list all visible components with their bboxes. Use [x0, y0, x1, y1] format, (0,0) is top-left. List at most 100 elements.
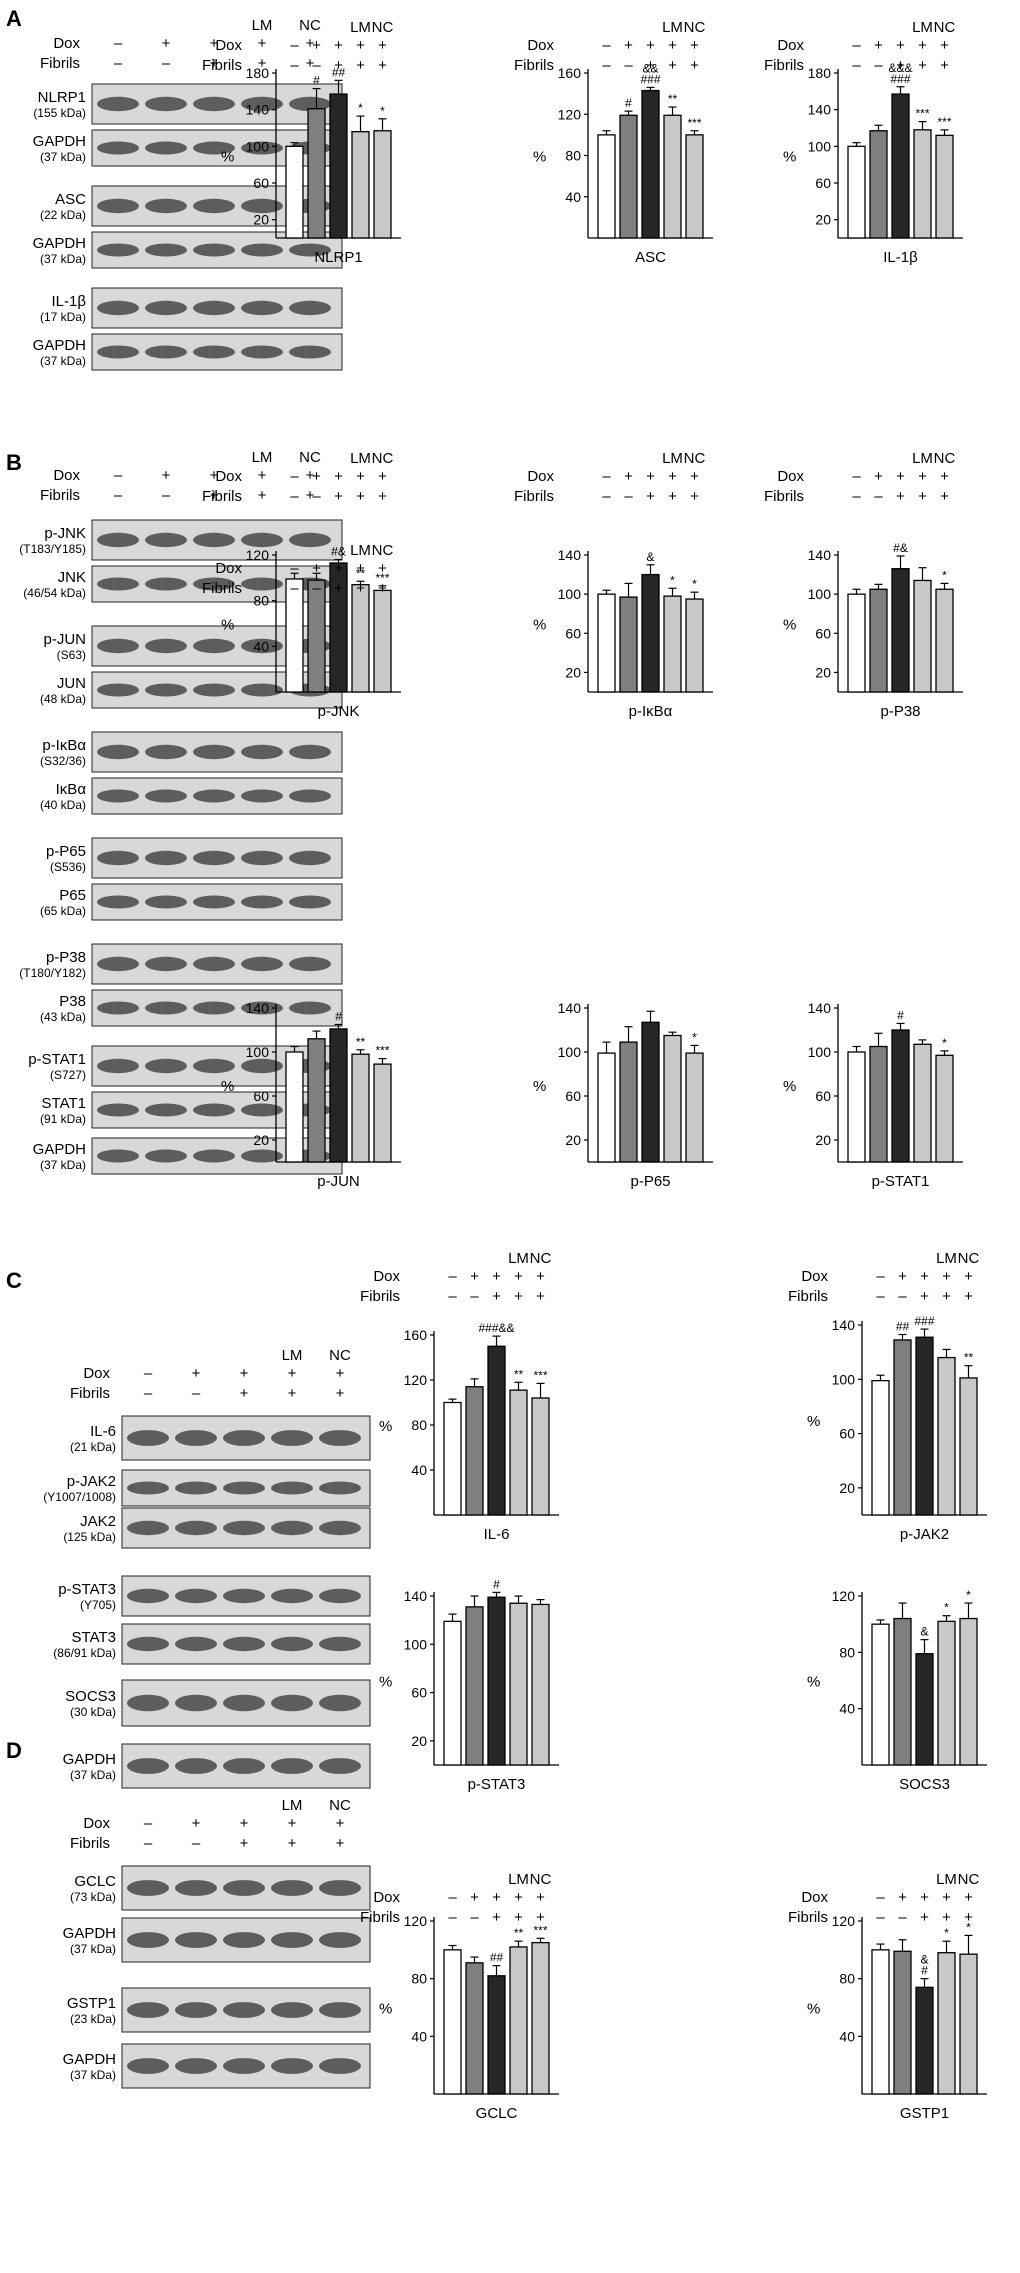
column-label: LM [252, 449, 273, 466]
y-tick-label: 60 [253, 1088, 269, 1104]
fibrils-sign: – [602, 57, 611, 74]
dox-row-label: Dox [83, 1365, 110, 1382]
y-axis-label: % [533, 617, 546, 634]
blot-band [289, 532, 331, 548]
dox-sign: + [668, 468, 677, 485]
dox-sign: + [874, 37, 883, 54]
bar [869, 588, 888, 693]
blot-band [241, 895, 283, 909]
protein-label: p-JUN [43, 631, 86, 648]
protein-label: GCLC [74, 1873, 116, 1890]
y-tick-label: 80 [565, 148, 581, 164]
panel-letter-b: B [6, 450, 22, 475]
significance-label: # [897, 1008, 904, 1022]
y-axis-label: % [533, 149, 546, 166]
y-tick-label: 100 [246, 138, 270, 154]
blot-row: GAPDH(37 kDa) [63, 2043, 371, 2089]
blot-band [223, 2058, 265, 2074]
y-axis-label: % [807, 1674, 820, 1691]
y-tick-label: 140 [246, 102, 270, 118]
significance-label: & [646, 550, 654, 564]
blot-row: p-P38(T180/Y182) [19, 943, 343, 985]
column-label: NC [934, 450, 956, 467]
protein-label: GAPDH [63, 1751, 116, 1768]
dox-sign: + [162, 467, 171, 484]
dox-row-label: Dox [215, 560, 242, 577]
bar [373, 1063, 392, 1163]
blot-band [271, 1636, 313, 1652]
y-tick-label: 60 [839, 1426, 855, 1442]
blot-band [193, 1149, 235, 1163]
fibrils-sign: – [192, 1835, 201, 1852]
dox-sign: + [940, 37, 949, 54]
dox-sign: + [470, 1268, 479, 1285]
blot-band [145, 96, 187, 112]
blot-band [145, 300, 187, 316]
significance-label: ### [914, 1314, 934, 1328]
fibrils-sign: – [312, 488, 321, 505]
bar [663, 114, 682, 239]
bar [869, 1045, 888, 1163]
blot-band [127, 2058, 169, 2074]
x-axis-label: p-IκBα [629, 703, 673, 720]
kda-label: (43 kDa) [40, 1010, 86, 1024]
fibrils-sign: + [378, 488, 387, 505]
kda-label: (155 kDa) [33, 106, 86, 120]
significance-label: ## [332, 65, 346, 79]
blot-band [271, 1430, 313, 1446]
x-axis-label: GCLC [476, 2105, 518, 2122]
blot-band [97, 345, 139, 359]
blot-band [271, 1694, 313, 1712]
y-tick-label: 100 [808, 138, 832, 154]
panel-letter-a: A [6, 6, 22, 31]
blot-band [289, 300, 331, 316]
column-label: NC [530, 1250, 552, 1267]
y-tick-label: 180 [246, 65, 270, 81]
kda-label: (23 kDa) [70, 2012, 116, 2026]
blot-band [145, 638, 187, 654]
blot-band [97, 956, 139, 972]
blot-band [319, 1588, 361, 1604]
bar [935, 1054, 954, 1163]
x-axis-label: p-STAT3 [468, 1776, 526, 1793]
fibrils-sign: – [874, 57, 883, 74]
y-tick-label: 100 [808, 586, 832, 602]
dox-row-label: Dox [215, 468, 242, 485]
blot-band [145, 198, 187, 214]
fibrils-sign: + [258, 487, 267, 504]
protein-label: GAPDH [63, 2051, 116, 2068]
fibrils-sign: + [334, 488, 343, 505]
fibrils-sign: – [898, 1909, 907, 1926]
x-axis-label: p-P65 [630, 1173, 670, 1190]
column-label: LM [350, 542, 371, 559]
bar [685, 134, 704, 239]
bar [465, 1606, 484, 1766]
dox-sign: + [356, 560, 365, 577]
significance-label: * [944, 1926, 949, 1940]
significance-label: *** [375, 571, 389, 585]
x-axis-label: ASC [635, 249, 666, 266]
protein-label: ASC [55, 191, 86, 208]
x-axis-label: IL-6 [484, 1526, 510, 1543]
kda-label: (S63) [57, 648, 86, 662]
kda-label: (125 kDa) [63, 1530, 116, 1544]
bar [329, 1028, 348, 1163]
blot-band [241, 956, 283, 972]
blot-row: GAPDH(37 kDa) [63, 1917, 371, 1963]
column-label: LM [936, 1871, 957, 1888]
fibrils-row-label: Fibrils [514, 57, 554, 74]
fibrils-sign: + [942, 1909, 951, 1926]
significance-label: * [942, 568, 947, 582]
bar [619, 114, 638, 239]
kda-label: (T183/Y185) [19, 542, 86, 556]
blot-band [223, 1588, 265, 1604]
fibrils-sign: + [940, 57, 949, 74]
bar [893, 1617, 912, 1766]
blot-band [97, 243, 139, 257]
fibrils-sign: – [470, 1909, 479, 1926]
fibrils-sign: + [536, 1909, 545, 1926]
blot-band [127, 2002, 169, 2018]
